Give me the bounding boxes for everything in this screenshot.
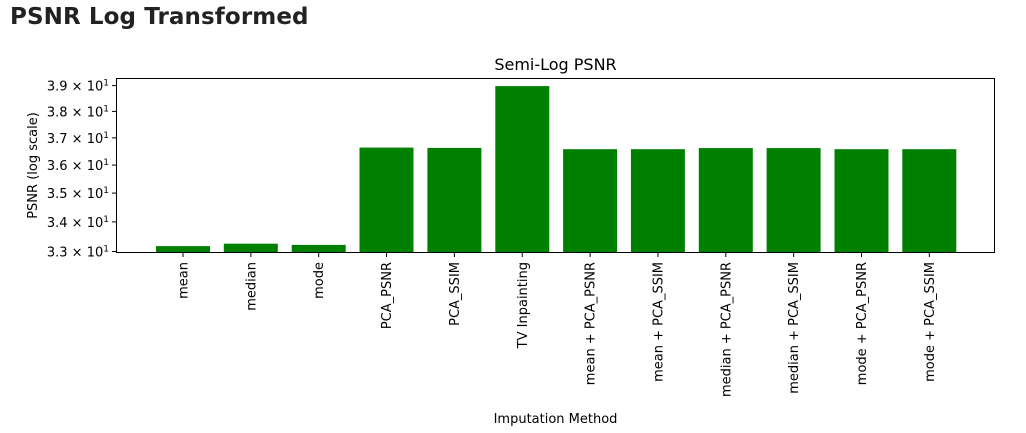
y-tick-times-sign: × [68, 105, 87, 120]
x-tick-label: median + PCA_SSIM [787, 262, 802, 394]
page-heading: PSNR Log Transformed [10, 4, 309, 30]
x-tick-label: mode + PCA_PSNR [855, 262, 870, 385]
bar [766, 148, 821, 253]
bar [698, 148, 753, 253]
x-tick-label: TV Inpainting [516, 262, 531, 349]
y-tick-label: 3.6 × 101 [47, 158, 109, 174]
x-tick-label: mean + PCA_PSNR [584, 262, 599, 385]
x-tick-label: PCA_PSNR [380, 262, 395, 329]
y-tick-times-sign: × [68, 246, 87, 261]
y-axis-label: PSNR (log scale) [26, 112, 41, 219]
y-tick-base: 10 [87, 132, 104, 147]
y-tick-mantissa: 3.4 [47, 216, 68, 231]
bar [834, 149, 889, 253]
x-tick-label: mean + PCA_SSIM [651, 262, 666, 382]
bars-group [156, 86, 957, 253]
y-tick-exponent: 1 [103, 79, 109, 89]
plot-frame [116, 78, 995, 253]
y-tick-mantissa: 3.6 [47, 159, 68, 174]
y-tick-exponent: 1 [103, 245, 109, 255]
y-tick-mantissa: 3.3 [47, 246, 68, 261]
y-tick-exponent: 1 [103, 186, 109, 196]
x-axis-label: Imputation Method [494, 412, 618, 427]
y-tick-times-sign: × [68, 187, 87, 202]
x-ticks-group: mean median mode PCA_PSNR PCA_SSIM TV Inpaint… [177, 253, 938, 397]
y-tick-mantissa: 3.9 [47, 80, 68, 95]
y-tick-label: 3.8 × 101 [47, 104, 109, 120]
bar [359, 147, 414, 253]
y-tick-base: 10 [87, 246, 104, 261]
y-tick-times-sign: × [68, 132, 87, 147]
y-tick-label: 3.5 × 101 [47, 186, 109, 202]
x-tick-label: mode [312, 262, 327, 299]
y-tick-label: 3.4 × 101 [47, 215, 109, 231]
y-tick-base: 10 [87, 105, 104, 120]
y-tick-base: 10 [87, 80, 104, 95]
y-tick-times-sign: × [68, 80, 87, 95]
y-tick-mantissa: 3.7 [47, 132, 68, 147]
y-tick-label: 3.9 × 101 [47, 79, 109, 95]
bar [223, 243, 278, 253]
y-tick-mantissa: 3.5 [47, 187, 68, 202]
bar [495, 86, 550, 253]
bar [156, 246, 210, 253]
bar [427, 147, 482, 253]
y-tick-exponent: 1 [103, 131, 109, 141]
x-tick-label: mode + PCA_SSIM [923, 262, 938, 382]
x-tick-label: median + PCA_PSNR [719, 262, 734, 397]
y-tick-exponent: 1 [103, 158, 109, 168]
y-tick-exponent: 1 [103, 215, 109, 225]
y-tick-mantissa: 3.8 [47, 105, 68, 120]
x-tick-label: PCA_SSIM [448, 262, 463, 326]
bar [630, 149, 685, 253]
x-tick-label: median [244, 262, 259, 311]
bar [902, 149, 957, 253]
bar [563, 149, 618, 253]
y-tick-label: 3.7 × 101 [47, 131, 109, 147]
x-tick-label: mean [177, 262, 192, 299]
y-tick-base: 10 [87, 159, 104, 174]
chart-title: Semi-Log PSNR [494, 55, 616, 74]
y-tick-label: 3.3 × 101 [47, 245, 109, 261]
y-tick-times-sign: × [68, 159, 87, 174]
y-tick-base: 10 [87, 187, 104, 202]
y-tick-base: 10 [87, 216, 104, 231]
y-tick-times-sign: × [68, 216, 87, 231]
y-tick-exponent: 1 [103, 104, 109, 114]
bar [291, 244, 346, 253]
